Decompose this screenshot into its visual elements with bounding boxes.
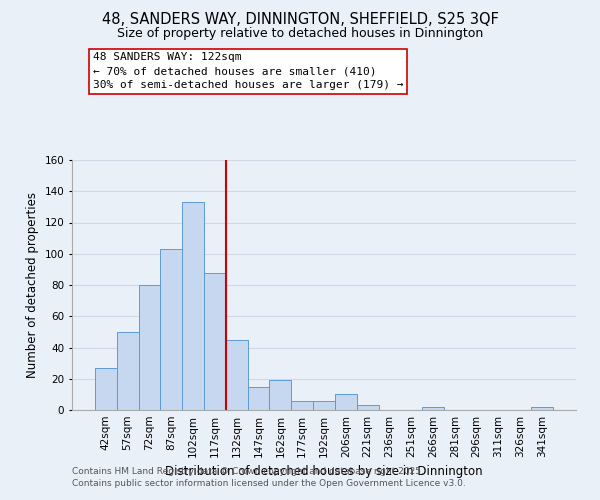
Bar	[139, 285, 160, 410]
Bar	[204, 272, 226, 410]
Text: 48 SANDERS WAY: 122sqm
← 70% of detached houses are smaller (410)
30% of semi-de: 48 SANDERS WAY: 122sqm ← 70% of detached…	[93, 52, 404, 90]
Bar	[248, 386, 269, 410]
Bar	[531, 407, 553, 410]
X-axis label: Distribution of detached houses by size in Dinnington: Distribution of detached houses by size …	[165, 466, 483, 478]
Bar	[269, 380, 291, 410]
Bar	[422, 407, 444, 410]
Bar	[335, 394, 357, 410]
Bar	[357, 406, 379, 410]
Bar	[160, 249, 182, 410]
Bar	[226, 340, 248, 410]
Y-axis label: Number of detached properties: Number of detached properties	[26, 192, 39, 378]
Text: 48, SANDERS WAY, DINNINGTON, SHEFFIELD, S25 3QF: 48, SANDERS WAY, DINNINGTON, SHEFFIELD, …	[101, 12, 499, 28]
Bar	[95, 368, 117, 410]
Bar	[117, 332, 139, 410]
Text: Size of property relative to detached houses in Dinnington: Size of property relative to detached ho…	[117, 28, 483, 40]
Bar	[182, 202, 204, 410]
Bar	[291, 400, 313, 410]
Text: Contains HM Land Registry data © Crown copyright and database right 2025.
Contai: Contains HM Land Registry data © Crown c…	[72, 466, 466, 487]
Bar	[313, 400, 335, 410]
